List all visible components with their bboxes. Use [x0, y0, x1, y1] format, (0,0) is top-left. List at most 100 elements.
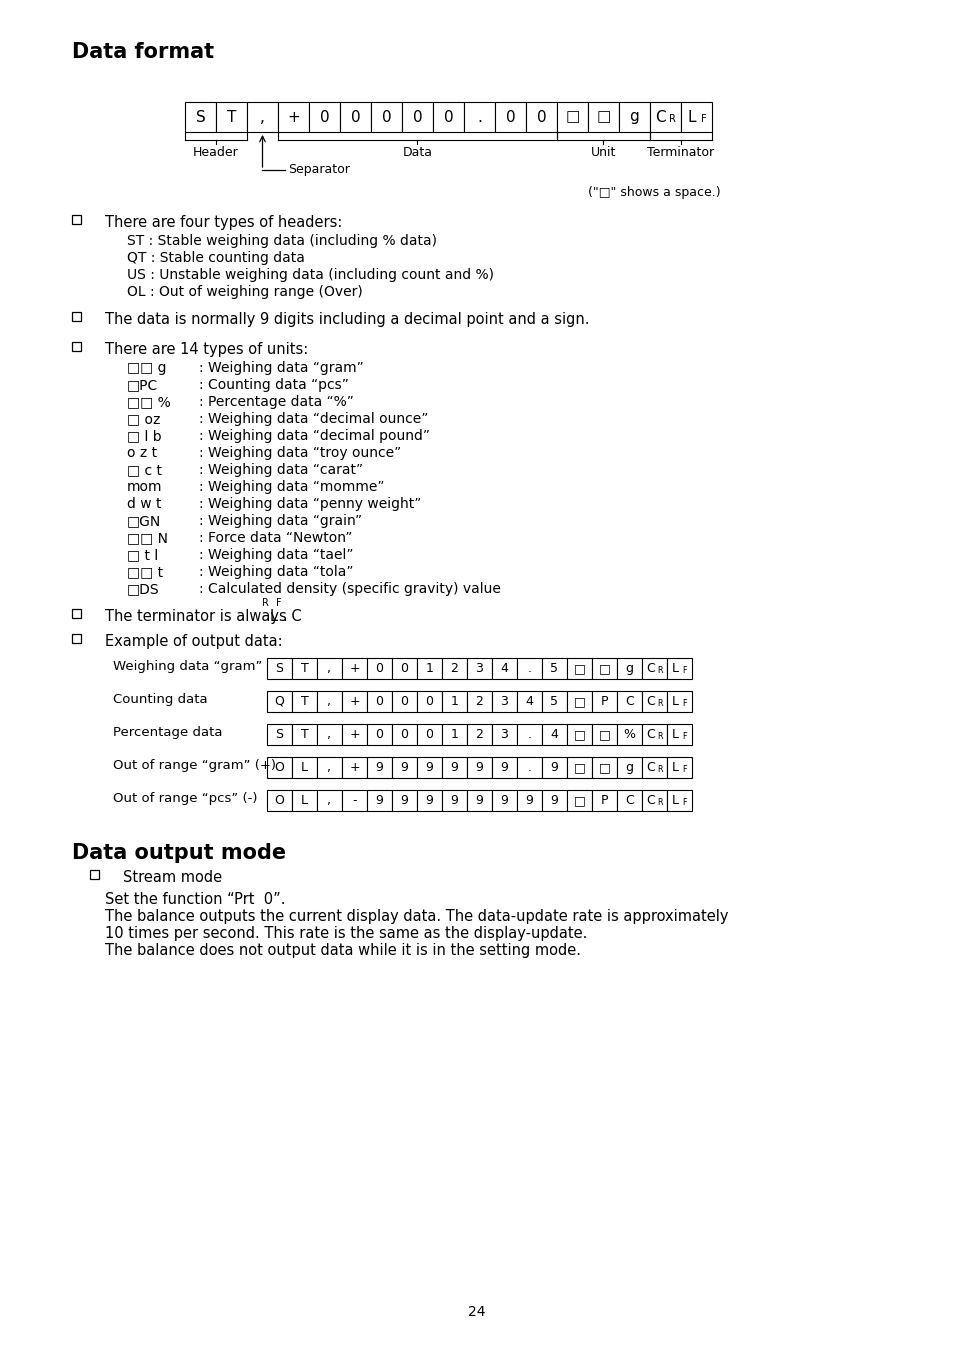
- Text: g: g: [625, 761, 633, 774]
- Bar: [666, 657, 691, 679]
- Text: ("□" shows a space.): ("□" shows a space.): [587, 186, 720, 198]
- Text: .: .: [527, 662, 531, 675]
- Text: 9: 9: [525, 794, 533, 807]
- Text: The balance outputs the current display data. The data-update rate is approximat: The balance outputs the current display …: [105, 909, 728, 923]
- Bar: [666, 790, 691, 811]
- Text: 0: 0: [375, 662, 383, 675]
- Bar: [541, 757, 566, 778]
- Bar: [566, 790, 592, 811]
- Bar: [292, 757, 316, 778]
- Text: C: C: [646, 695, 655, 707]
- Text: P: P: [600, 794, 608, 807]
- Text: The terminator is always C: The terminator is always C: [105, 609, 301, 624]
- Bar: [492, 724, 517, 745]
- Bar: [467, 657, 492, 679]
- Text: F: F: [682, 798, 686, 807]
- Bar: [316, 657, 341, 679]
- Bar: [467, 691, 492, 711]
- Bar: [492, 657, 517, 679]
- Bar: [587, 103, 618, 132]
- Bar: [71, 342, 81, 351]
- Bar: [666, 757, 691, 778]
- Text: Percentage data: Percentage data: [112, 726, 222, 738]
- Bar: [215, 103, 247, 132]
- Text: : Weighing data “decimal pound”: : Weighing data “decimal pound”: [199, 429, 430, 443]
- Text: R: R: [657, 732, 662, 741]
- Bar: [309, 103, 339, 132]
- Text: 9: 9: [375, 794, 383, 807]
- Text: L: L: [672, 761, 679, 774]
- Text: 9: 9: [425, 794, 433, 807]
- Text: □□ %: □□ %: [127, 396, 171, 409]
- Text: Unit: Unit: [590, 146, 616, 159]
- Text: □: □: [598, 761, 610, 774]
- Text: □: □: [565, 109, 579, 124]
- Text: 9: 9: [400, 794, 408, 807]
- Text: Stream mode: Stream mode: [123, 869, 222, 886]
- Text: T: T: [300, 695, 308, 707]
- Text: 3: 3: [500, 695, 508, 707]
- Bar: [641, 757, 666, 778]
- Text: 1: 1: [450, 695, 458, 707]
- Text: P: P: [600, 695, 608, 707]
- Text: +: +: [349, 761, 359, 774]
- Text: Separator: Separator: [288, 162, 350, 176]
- Bar: [492, 691, 517, 711]
- Bar: [617, 657, 641, 679]
- Text: 4: 4: [500, 662, 508, 675]
- Bar: [90, 869, 99, 879]
- Text: .: .: [527, 761, 531, 774]
- Bar: [517, 790, 541, 811]
- Text: □: □: [573, 794, 585, 807]
- Text: 9: 9: [425, 761, 433, 774]
- Bar: [566, 657, 592, 679]
- Text: C: C: [646, 662, 655, 675]
- Bar: [441, 691, 467, 711]
- Bar: [680, 103, 711, 132]
- Bar: [517, 691, 541, 711]
- Bar: [467, 790, 492, 811]
- Bar: [247, 103, 277, 132]
- Text: : Weighing data “gram”: : Weighing data “gram”: [199, 360, 363, 375]
- Text: 9: 9: [550, 761, 558, 774]
- Text: 2: 2: [450, 662, 458, 675]
- Text: 0: 0: [400, 695, 408, 707]
- Text: There are four types of headers:: There are four types of headers:: [105, 215, 342, 230]
- Text: F: F: [276, 598, 282, 608]
- Text: □: □: [573, 761, 585, 774]
- Bar: [492, 790, 517, 811]
- Text: □GN: □GN: [127, 514, 161, 528]
- Text: S: S: [195, 109, 205, 124]
- Text: L: L: [301, 794, 308, 807]
- Text: 5: 5: [550, 695, 558, 707]
- Bar: [492, 757, 517, 778]
- Text: : Percentage data “%”: : Percentage data “%”: [199, 396, 354, 409]
- Text: 9: 9: [375, 761, 383, 774]
- Text: OL : Out of weighing range (Over): OL : Out of weighing range (Over): [127, 285, 362, 298]
- Text: 9: 9: [450, 761, 458, 774]
- Text: □PC: □PC: [127, 378, 158, 392]
- Text: □: □: [573, 728, 585, 741]
- Text: □□ g: □□ g: [127, 360, 167, 375]
- Text: 0: 0: [505, 109, 515, 124]
- Bar: [341, 691, 367, 711]
- Text: 0: 0: [443, 109, 453, 124]
- Text: : Weighing data “troy ounce”: : Weighing data “troy ounce”: [199, 446, 401, 460]
- Text: C: C: [624, 695, 633, 707]
- Text: F: F: [682, 666, 686, 675]
- Bar: [267, 790, 292, 811]
- Bar: [316, 724, 341, 745]
- Bar: [441, 657, 467, 679]
- Bar: [367, 657, 392, 679]
- Bar: [416, 691, 441, 711]
- Bar: [71, 312, 81, 320]
- Text: 1: 1: [425, 662, 433, 675]
- Text: T: T: [300, 662, 308, 675]
- Bar: [433, 103, 463, 132]
- Bar: [267, 657, 292, 679]
- Bar: [666, 691, 691, 711]
- Text: g: g: [629, 109, 639, 124]
- Text: F: F: [682, 732, 686, 741]
- Text: Data output mode: Data output mode: [71, 842, 286, 863]
- Bar: [557, 103, 587, 132]
